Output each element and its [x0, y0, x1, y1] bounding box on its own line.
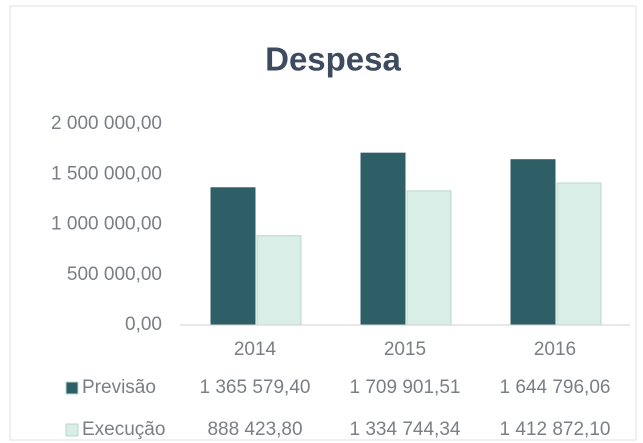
bar	[556, 182, 602, 326]
x-tick-label: 2016	[534, 339, 576, 360]
table-value: 1 412 872,10	[500, 419, 611, 440]
chart-frame	[9, 5, 637, 441]
y-tick-label: 500 000,00	[67, 264, 162, 285]
y-tick-label: 1 500 000,00	[51, 163, 162, 184]
chart-title: Despesa	[265, 41, 401, 78]
bar	[256, 235, 302, 326]
table-value: 1 709 901,51	[350, 377, 461, 398]
table-value: 1 365 579,40	[200, 377, 311, 398]
x-tick-label: 2015	[384, 339, 426, 360]
bar	[510, 159, 556, 326]
bar	[360, 152, 406, 326]
bar	[210, 187, 256, 326]
y-tick-label: 1 000 000,00	[51, 214, 162, 235]
legend-label: Previsão	[82, 377, 156, 398]
table-value: 888 423,80	[207, 419, 302, 440]
table-value: 1 644 796,06	[500, 377, 611, 398]
y-tick-label: 0,00	[125, 314, 162, 335]
x-tick-label: 2014	[234, 339, 277, 360]
bar	[406, 190, 452, 326]
y-tick-label: 2 000 000,00	[51, 113, 162, 134]
legend-swatch	[65, 381, 79, 395]
legend-swatch	[65, 423, 79, 437]
table-value: 1 334 744,34	[350, 419, 461, 440]
legend-label: Execução	[82, 419, 165, 440]
